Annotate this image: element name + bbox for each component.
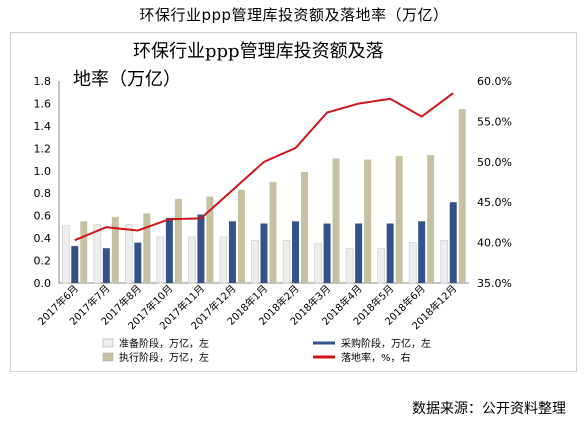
legend-purchase-label: 采购阶段，万亿，左 <box>341 337 431 350</box>
bar-purchase <box>134 242 142 283</box>
bar-purchase <box>323 223 331 283</box>
rate-line <box>74 92 454 242</box>
left-axis-tick-label: 0.0 <box>34 277 52 290</box>
left-axis-tick-label: 1.4 <box>34 120 52 133</box>
right-axis-tick-label: 40.0% <box>477 237 512 250</box>
left-axis-tick-label: 0.4 <box>34 232 52 245</box>
right-axis-tick-label: 60.0% <box>477 75 512 88</box>
legend-prep-label: 准备阶段，万亿，左 <box>119 337 209 350</box>
source-note: 数据来源：公开资料整理 <box>412 401 566 417</box>
legend-rate-label: 落地率，%，右 <box>341 351 411 364</box>
left-axis-tick-label: 1.8 <box>34 75 52 88</box>
chart-title-line-2: 地率（万亿） <box>73 69 181 90</box>
legend-exec-swatch <box>102 352 114 362</box>
bar-prep <box>377 247 385 284</box>
bar-purchase <box>165 217 173 283</box>
left-axis-tick-label: 0.2 <box>34 255 52 268</box>
bar-purchase <box>197 214 205 283</box>
page-title: 环保行业ppp管理库投资额及落地率（万亿） <box>139 6 449 24</box>
bar-prep <box>188 236 196 284</box>
bar-exec <box>364 159 372 283</box>
bar-purchase <box>418 221 426 283</box>
bar-prep <box>282 240 291 284</box>
bar-prep <box>408 242 417 284</box>
left-axis-tick-label: 0.8 <box>34 187 52 200</box>
right-axis-tick-label: 35.0% <box>477 277 512 290</box>
bar-purchase <box>292 221 300 283</box>
bar-exec <box>332 158 340 283</box>
bar-exec <box>174 198 182 283</box>
legend-exec-label: 执行阶段，万亿，左 <box>119 351 209 364</box>
combo-chart: 0.0 0.2 0.4 0.6 0.8 1.0 1.2 1.4 1.6 1.8 35.0% 40.0%… <box>34 75 512 364</box>
bar-exec <box>427 155 435 283</box>
bar-purchase <box>102 248 110 283</box>
bar-exec <box>269 182 277 283</box>
chart-title-line-1: 环保行业ppp管理库投资额及落 <box>133 41 384 62</box>
bar-prep <box>219 236 228 284</box>
bar-purchase <box>449 202 457 283</box>
bar-prep <box>314 243 322 284</box>
legend-prep-swatch <box>102 338 114 348</box>
bar-exec <box>458 109 466 283</box>
bar-purchase <box>386 223 394 283</box>
bar-prep <box>125 224 133 284</box>
left-axis-tick-label: 1.6 <box>34 97 52 110</box>
left-axis-tick-label: 0.6 <box>34 210 52 223</box>
bar-purchase <box>228 221 236 283</box>
bar-exec <box>111 216 119 283</box>
bar-exec <box>301 171 309 283</box>
bar-exec <box>143 213 151 283</box>
bar-prep <box>251 240 259 284</box>
left-axis-tick-label: 1.2 <box>34 142 52 155</box>
bar-prep <box>156 236 165 284</box>
right-axis-tick-label: 50.0% <box>477 156 512 169</box>
chart-container: 环保行业ppp管理库投资额及落 地率（万亿） 0.0 0.2 0.4 0.6 0.8 1.… <box>10 32 577 372</box>
bar-purchase <box>260 223 268 283</box>
bar-exec <box>206 196 214 283</box>
bar-prep <box>440 240 449 284</box>
bar-prep <box>93 224 102 284</box>
bar-exec <box>80 221 88 283</box>
bar-purchase <box>71 245 79 283</box>
bar-exec <box>395 156 403 283</box>
left-axis-tick-label: 1.0 <box>34 165 52 178</box>
right-axis-tick-label: 45.0% <box>477 196 512 209</box>
bar-prep <box>61 225 70 284</box>
bar-prep <box>345 247 354 284</box>
bar-exec <box>237 189 245 283</box>
right-axis-tick-label: 55.0% <box>477 115 512 128</box>
bar-purchase <box>355 223 363 283</box>
